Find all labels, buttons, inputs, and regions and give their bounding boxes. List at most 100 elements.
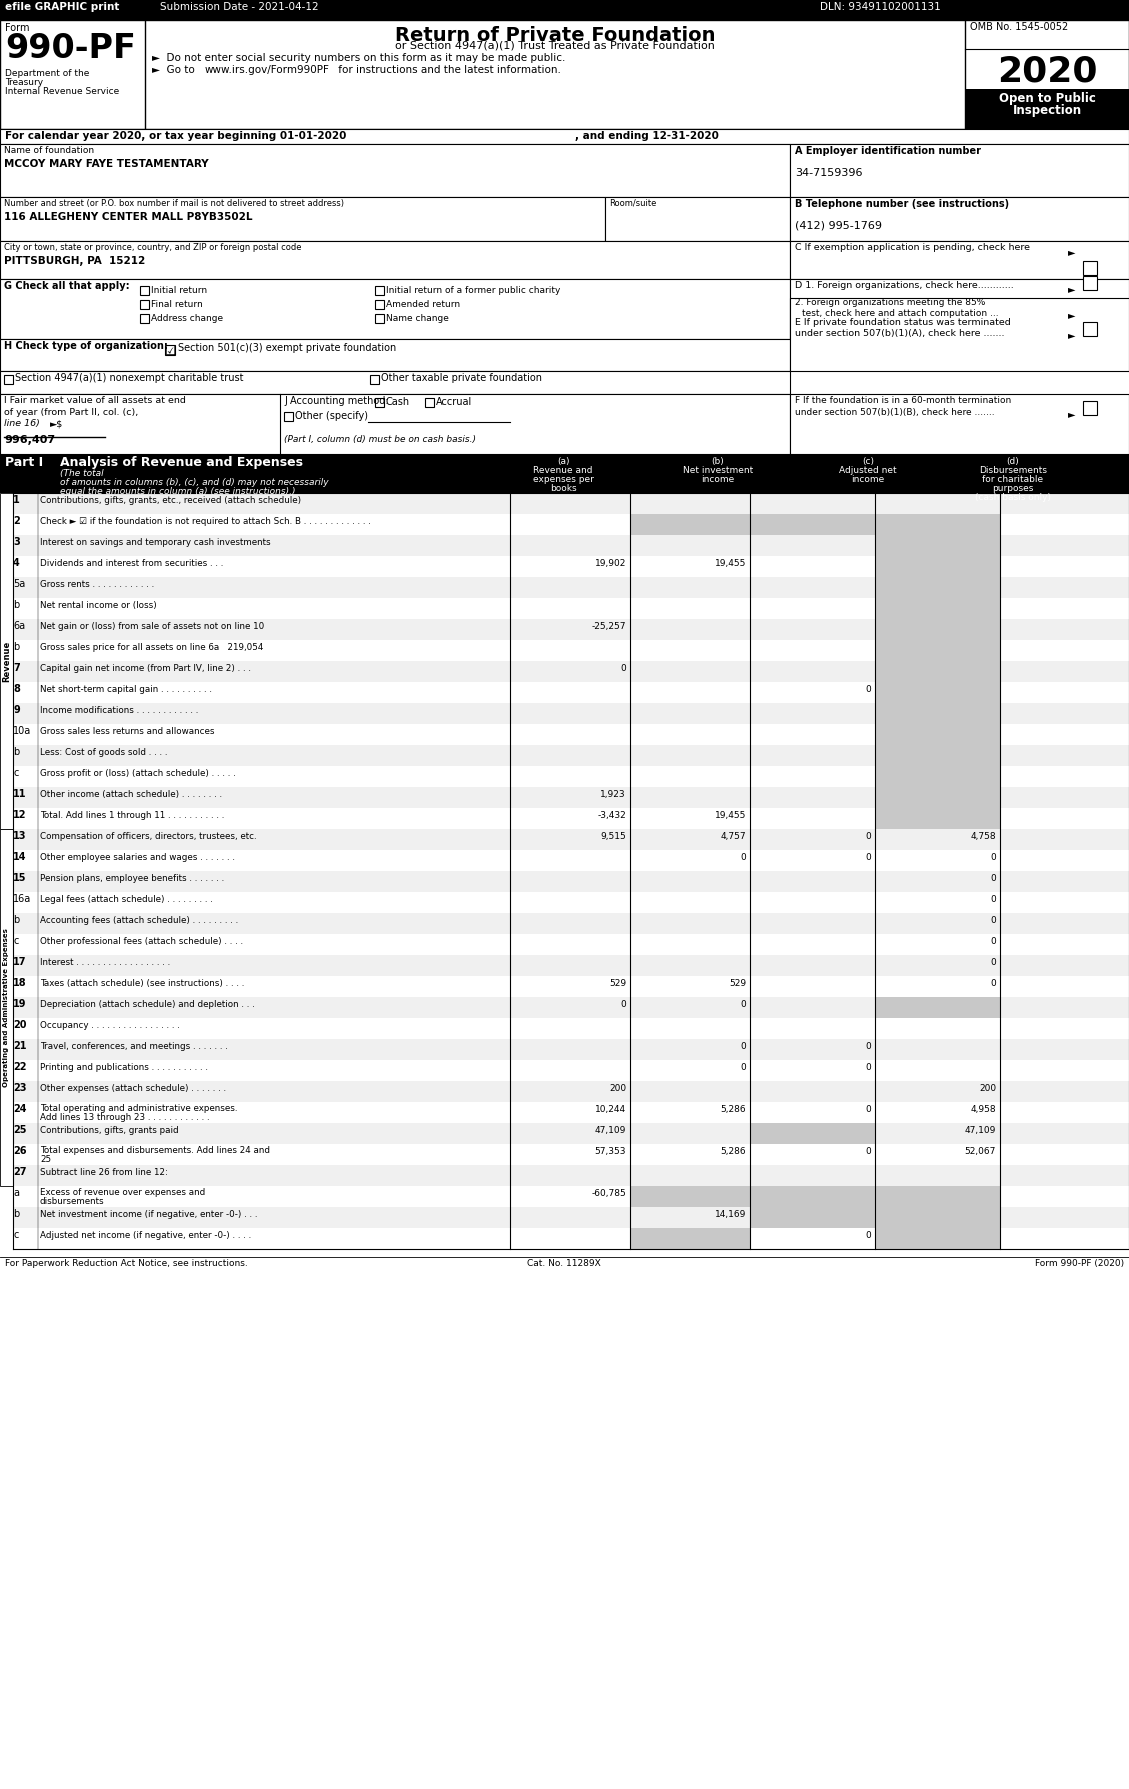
Bar (14, 703, 510, 725)
Bar (510, 1208, 630, 1227)
Text: Treasury: Treasury (5, 79, 43, 88)
Text: I Fair market value of all assets at end: I Fair market value of all assets at end (5, 395, 186, 404)
Bar (1083, 276, 1097, 290)
Text: Gross sales less returns and allowances: Gross sales less returns and allowances (40, 726, 215, 735)
Bar (140, 301, 149, 309)
Text: Revenue and: Revenue and (533, 465, 593, 476)
Text: Other (specify): Other (specify) (295, 411, 368, 420)
Bar (750, 1061, 875, 1081)
Text: 15: 15 (14, 873, 26, 884)
Bar (14, 1165, 510, 1186)
Bar (750, 619, 875, 640)
Text: 0: 0 (865, 1063, 870, 1072)
Bar (630, 996, 750, 1018)
Bar (875, 619, 1000, 640)
Text: ►: ► (1068, 410, 1076, 419)
Text: for charitable: for charitable (982, 476, 1043, 485)
Text: ☑: ☑ (165, 345, 176, 358)
Text: ►: ► (1068, 309, 1076, 320)
Text: 996,407: 996,407 (5, 435, 55, 445)
Bar (0, 143, 790, 197)
Bar (875, 828, 1000, 850)
Text: Operating and Administrative Expenses: Operating and Administrative Expenses (3, 928, 9, 1088)
Bar (1000, 1123, 1129, 1143)
Text: Other professional fees (attach schedule) . . . .: Other professional fees (attach schedule… (40, 937, 243, 946)
Bar (965, 89, 1129, 129)
Bar (750, 996, 875, 1018)
Bar (1000, 1208, 1129, 1227)
Text: Compensation of officers, directors, trustees, etc.: Compensation of officers, directors, tru… (40, 832, 256, 841)
Bar (14, 977, 510, 996)
Bar (0, 242, 790, 279)
Bar (375, 397, 384, 408)
Bar (1000, 1102, 1129, 1123)
Bar (1000, 660, 1129, 682)
Bar (1000, 1081, 1129, 1102)
Text: Open to Public: Open to Public (998, 91, 1095, 106)
Text: 5,286: 5,286 (720, 1106, 746, 1115)
Bar (630, 766, 750, 787)
Text: 23: 23 (14, 1082, 26, 1093)
Bar (630, 977, 750, 996)
Bar (1083, 401, 1097, 415)
Bar (14, 1039, 510, 1061)
Text: Final return: Final return (151, 301, 203, 309)
Text: Section 501(c)(3) exempt private foundation: Section 501(c)(3) exempt private foundat… (178, 343, 396, 352)
Bar (790, 143, 1129, 197)
Text: c: c (14, 1231, 18, 1240)
Bar (875, 912, 1000, 934)
Text: Net short-term capital gain . . . . . . . . . .: Net short-term capital gain . . . . . . … (40, 685, 212, 694)
Text: 200: 200 (609, 1084, 625, 1093)
Text: Disbursements: Disbursements (979, 465, 1047, 476)
Bar (750, 578, 875, 598)
Bar (630, 744, 750, 766)
Bar (0, 338, 790, 370)
Bar (510, 660, 630, 682)
Bar (875, 682, 1000, 703)
Bar (875, 494, 1000, 513)
Bar (510, 619, 630, 640)
Text: 0: 0 (741, 1041, 746, 1050)
Bar (875, 578, 1000, 598)
Text: 4,958: 4,958 (970, 1106, 996, 1115)
Text: books: books (550, 485, 576, 494)
Bar (510, 494, 630, 513)
Text: Contributions, gifts, grants, etc., received (attach schedule): Contributions, gifts, grants, etc., rece… (40, 496, 301, 504)
Text: 9: 9 (14, 705, 19, 716)
Bar (0, 370, 790, 394)
Text: 990-PF: 990-PF (5, 32, 135, 64)
Bar (510, 1186, 630, 1208)
Text: Address change: Address change (151, 315, 224, 324)
Text: MCCOY MARY FAYE TESTAMENTARY: MCCOY MARY FAYE TESTAMENTARY (5, 159, 209, 168)
Text: Form 990-PF (2020): Form 990-PF (2020) (1035, 1259, 1124, 1268)
Text: Capital gain net income (from Part IV, line 2) . . .: Capital gain net income (from Part IV, l… (40, 664, 251, 673)
Bar (875, 1061, 1000, 1081)
Bar (630, 660, 750, 682)
Text: Revenue: Revenue (2, 640, 11, 682)
Text: 529: 529 (729, 979, 746, 988)
Bar (510, 809, 630, 828)
Bar (875, 640, 1000, 660)
Bar (750, 1186, 875, 1208)
Text: 2. Foreign organizations meeting the 85%: 2. Foreign organizations meeting the 85% (795, 299, 986, 308)
Text: 0: 0 (865, 853, 870, 862)
Text: line 16): line 16) (5, 419, 40, 428)
Text: ►  Do not enter social security numbers on this form as it may be made public.: ► Do not enter social security numbers o… (152, 54, 566, 63)
Bar (875, 1143, 1000, 1165)
Bar (510, 1123, 630, 1143)
Bar (1083, 322, 1097, 336)
Bar (510, 850, 630, 871)
Text: Part I: Part I (5, 456, 43, 469)
Text: Excess of revenue over expenses and: Excess of revenue over expenses and (40, 1188, 205, 1197)
Text: Analysis of Revenue and Expenses: Analysis of Revenue and Expenses (60, 456, 303, 469)
Text: 0: 0 (990, 937, 996, 946)
Bar (875, 703, 1000, 725)
Text: (b): (b) (711, 456, 725, 465)
Text: 25: 25 (40, 1156, 51, 1165)
Bar (1000, 766, 1129, 787)
Text: ►: ► (1068, 284, 1076, 293)
Text: Subtract line 26 from line 12:: Subtract line 26 from line 12: (40, 1168, 168, 1177)
Text: Form: Form (5, 23, 29, 32)
Bar (14, 809, 510, 828)
Bar (14, 556, 510, 578)
